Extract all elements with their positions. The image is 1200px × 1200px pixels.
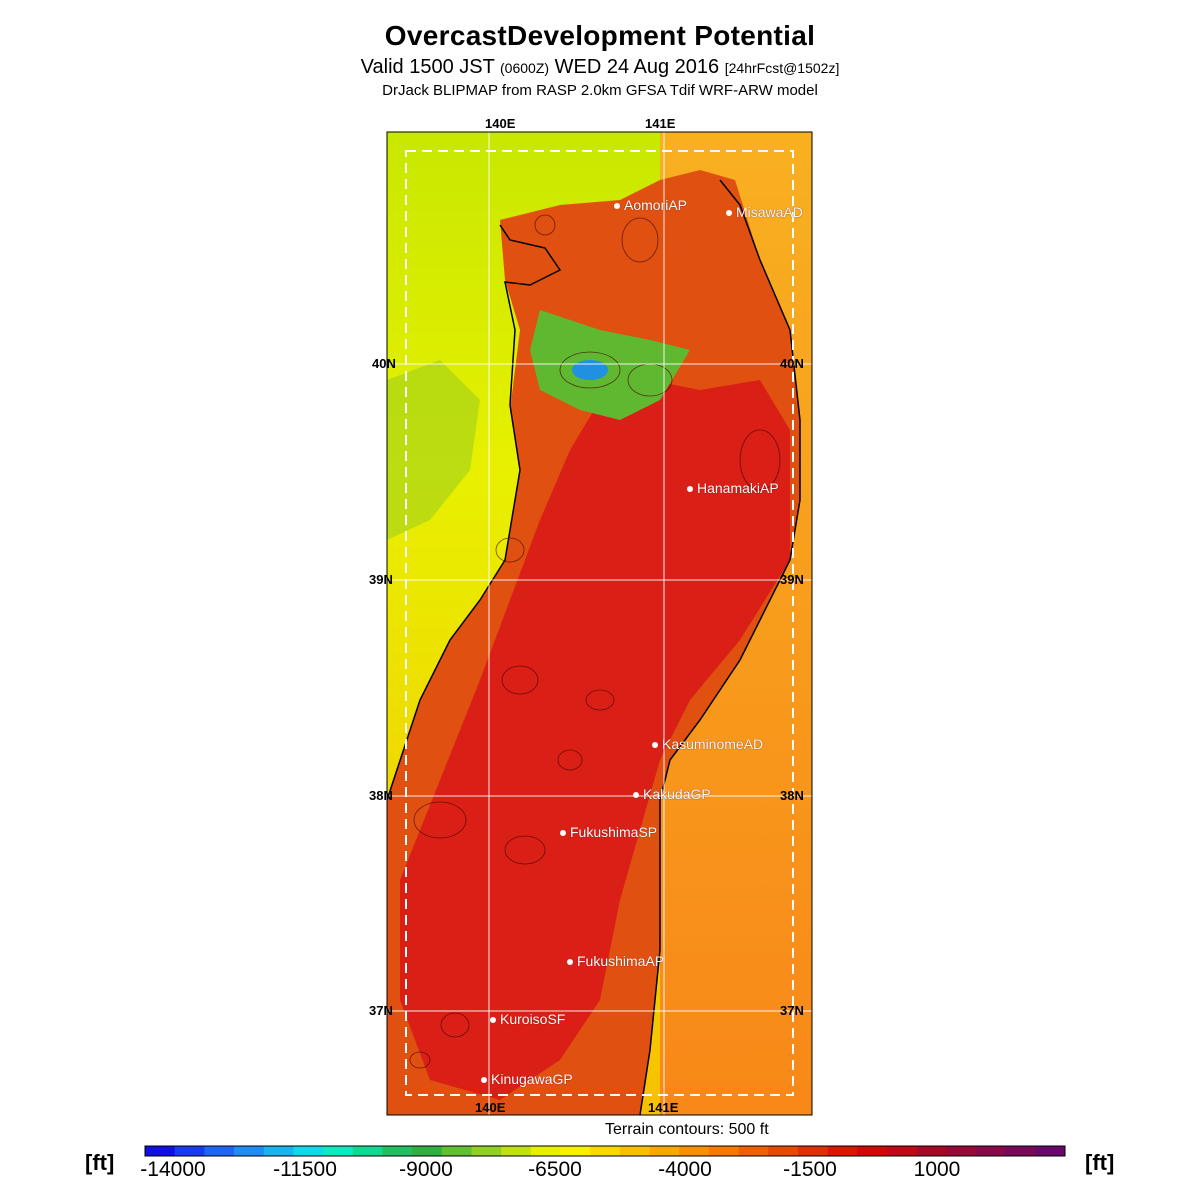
station-marker bbox=[687, 486, 693, 493]
colorbar-swatch bbox=[797, 1146, 829, 1156]
colorbar-swatch bbox=[323, 1146, 354, 1156]
colorbar-swatch bbox=[708, 1146, 740, 1156]
model-description: DrJack BLIPMAP from RASP 2.0km GFSA Tdif… bbox=[382, 82, 818, 99]
map-frame bbox=[386, 131, 813, 1116]
station-kuroiso-sf: KuroisoSF bbox=[490, 1011, 565, 1027]
colorbar-tick: -1500 bbox=[783, 1158, 837, 1181]
colorbar-swatch bbox=[560, 1146, 591, 1156]
station-fukushima-sp: FukushimaSP bbox=[560, 824, 657, 840]
colorbar-swatch bbox=[679, 1146, 710, 1156]
station-kasuminome-ad: KasuminomeAD bbox=[652, 736, 763, 752]
colorbar-swatch bbox=[1005, 1146, 1036, 1156]
coastline-east bbox=[639, 179, 801, 1115]
lat-label-right-37n: 37N bbox=[780, 1003, 804, 1018]
colorbar-swatch bbox=[649, 1146, 680, 1156]
station-marker bbox=[652, 742, 658, 749]
colorbar-frame bbox=[144, 1145, 1066, 1157]
colorbar-swatch bbox=[530, 1146, 561, 1156]
station-marker bbox=[490, 1017, 496, 1024]
colorbar-swatch bbox=[1035, 1146, 1066, 1156]
lat-label-left-39n: 39N bbox=[369, 572, 393, 587]
colorbar-swatch bbox=[827, 1146, 858, 1156]
colorbar-tick: 1000 bbox=[913, 1158, 961, 1181]
colorbar-tick: -4000 bbox=[658, 1158, 712, 1181]
graticule bbox=[387, 132, 812, 1115]
lon-label-bottom-140e: 140E bbox=[475, 1100, 506, 1115]
station-kakuda-gp: KakudaGP bbox=[633, 786, 711, 802]
valid-time-line: Valid 1500 JST (0600Z) WED 24 Aug 2016 [… bbox=[0, 56, 1200, 79]
colorbar-tick: -9000 bbox=[399, 1158, 453, 1181]
green-coastal bbox=[387, 360, 480, 540]
land-high-terrain bbox=[400, 380, 790, 1100]
forecast-info: [24hrFcst@1502z] bbox=[724, 60, 840, 76]
colorbar-swatch bbox=[412, 1146, 443, 1156]
lat-label-right-38n: 38N bbox=[780, 788, 804, 803]
terrain-contours bbox=[409, 214, 781, 1069]
station-hanamaki-ap: HanamakiAP bbox=[687, 480, 779, 496]
colorbar-swatch bbox=[590, 1146, 621, 1156]
map-title: OvercastDevelopment Potential bbox=[384, 20, 816, 51]
lon-label-bottom-141e: 141E bbox=[648, 1100, 679, 1115]
station-misawa-ad: MisawaAD bbox=[726, 204, 803, 220]
colorbar-swatch bbox=[145, 1146, 176, 1156]
green-lowland bbox=[530, 310, 690, 420]
colorbar-tick: -14000 bbox=[140, 1158, 206, 1181]
station-marker bbox=[481, 1077, 487, 1084]
colorbar-swatch bbox=[857, 1146, 888, 1156]
domain-boundary bbox=[405, 150, 794, 1096]
colorbar-unit-left: [ft] bbox=[85, 1150, 115, 1175]
station-fukushima-ap: FukushimaAP bbox=[567, 953, 664, 969]
colorbar-swatch bbox=[946, 1146, 977, 1156]
colorbar-swatch bbox=[916, 1146, 947, 1156]
terrain-contour-note: Terrain contours: 500 ft bbox=[605, 1121, 769, 1138]
station-marker bbox=[633, 792, 639, 799]
colorbar-swatch bbox=[768, 1146, 799, 1156]
colorbar-swatch bbox=[441, 1146, 472, 1156]
station-kinugawa-gp: KinugawaGP bbox=[481, 1071, 573, 1087]
station-marker bbox=[567, 959, 573, 966]
colorbar-swatch bbox=[204, 1146, 235, 1156]
station-marker bbox=[726, 210, 732, 217]
lat-label-left-38n: 38N bbox=[369, 788, 393, 803]
colorbar-swatch bbox=[352, 1146, 383, 1156]
utc-time: (0600Z) bbox=[500, 60, 550, 76]
lat-label-left-40n: 40N bbox=[372, 356, 396, 371]
colorbar-swatch bbox=[263, 1146, 294, 1156]
station-aomori-ap: AomoriAP bbox=[614, 197, 687, 213]
colorbar-tick: -11500 bbox=[273, 1158, 337, 1181]
colorbar-swatch bbox=[293, 1146, 324, 1156]
colorbar-swatch bbox=[174, 1146, 205, 1156]
lon-label-top-141e: 141E bbox=[645, 116, 676, 131]
colorbar-swatch bbox=[234, 1146, 265, 1156]
lat-label-left-37n: 37N bbox=[369, 1003, 393, 1018]
lat-label-right-39n: 39N bbox=[780, 572, 804, 587]
colorbar-swatch bbox=[382, 1146, 413, 1156]
lat-label-right-40n: 40N bbox=[780, 356, 804, 371]
colorbar-swatch bbox=[501, 1146, 532, 1156]
valid-time: Valid 1500 JST bbox=[360, 56, 495, 78]
colorbar-unit-right: [ft] bbox=[1085, 1150, 1115, 1175]
colorbar-swatch bbox=[619, 1146, 651, 1156]
colorbar bbox=[144, 1145, 1066, 1157]
coastline bbox=[387, 224, 562, 801]
colorbar-swatch bbox=[975, 1146, 1007, 1156]
valid-date: WED 24 Aug 2016 bbox=[554, 56, 720, 78]
map-field bbox=[387, 132, 812, 1115]
station-marker bbox=[614, 203, 620, 210]
colorbar-swatch bbox=[471, 1146, 502, 1156]
lon-label-top-140e: 140E bbox=[485, 116, 516, 131]
low-value-spot bbox=[572, 360, 608, 380]
colorbar-tick: -6500 bbox=[528, 1158, 582, 1181]
colorbar-swatch bbox=[886, 1146, 918, 1156]
station-marker bbox=[560, 830, 566, 837]
colorbar-swatch bbox=[738, 1146, 769, 1156]
